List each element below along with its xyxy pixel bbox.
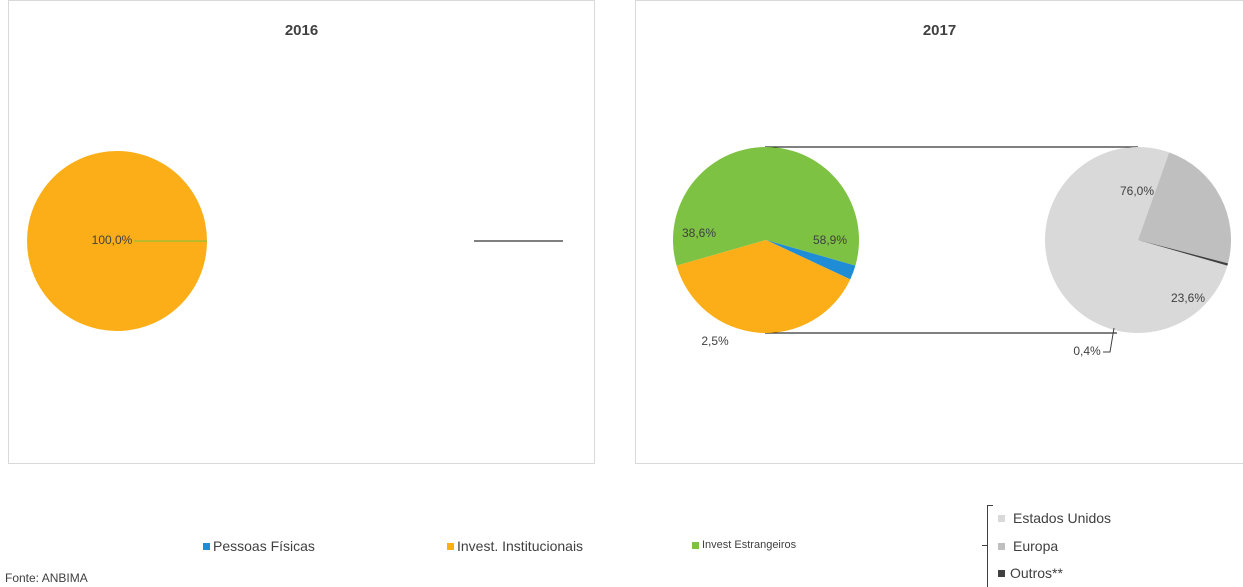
pie-2016-slice-invest-institucionais <box>27 151 207 331</box>
legend-label: Outros** <box>1010 565 1063 581</box>
data-label-2017-invest-institucionais: 38,6% <box>682 226 716 240</box>
legend-item-pessoas-fisicas: Pessoas Físicas <box>203 538 315 554</box>
legend-swatch <box>998 569 1005 577</box>
data-label-breakdown-europa: 23,6% <box>1171 291 1205 305</box>
legend-item-invest-estrangeiros: Invest Estrangeiros <box>692 539 796 551</box>
data-label-breakdown-estados-unidos: 76,0% <box>1120 184 1154 198</box>
legend-swatch <box>447 542 454 550</box>
legend-item-estados-unidos: Estados Unidos <box>998 510 1111 526</box>
pie-2017-slice-pessoas-fisicas <box>766 240 856 280</box>
legend-label: Estados Unidos <box>1013 510 1112 526</box>
breakdown-legend-bracket-tick <box>982 545 988 546</box>
chart-title-2016: 2016 <box>284 22 319 39</box>
source-note: Fonte: ANBIMA <box>5 571 88 585</box>
legend-swatch <box>692 541 699 549</box>
data-label-2017-invest-estrangeiros: 58,9% <box>813 233 847 247</box>
chart-title-2017: 2017 <box>922 22 957 39</box>
data-label-2016-invest-institucionais: 100,0% <box>92 233 133 247</box>
pie-breakdown-slice-estados-unidos <box>1045 147 1228 333</box>
data-label-breakdown-outros: 0,4% <box>1073 344 1101 358</box>
data-label-2017-pessoas-fisicas: 2,5% <box>701 334 729 348</box>
legend-swatch <box>998 514 1005 522</box>
legend-item-europa: Europa <box>998 538 1058 554</box>
legend-label: Invest. Institucionais <box>457 538 584 554</box>
legend-label: Europa <box>1013 538 1059 554</box>
pie-2017-slice-invest-estrangeiros <box>672 146 859 266</box>
legend-item-outros: Outros** <box>998 565 1063 581</box>
breakdown-legend-bracket <box>987 505 993 587</box>
pie-charts: 100,0% 58,9% 38,6% 2,5% 76,0% 23,6% 0,4% <box>27 146 1231 358</box>
leader-line-breakdown-outros <box>1103 327 1115 353</box>
legend-item-invest-institucionais: Invest. Institucionais <box>447 538 583 554</box>
pie-2017-slice-invest-institucionais <box>676 240 851 333</box>
legend-swatch <box>998 542 1005 550</box>
pie-breakdown-slice-europa <box>1138 152 1231 264</box>
legend-swatch <box>203 542 210 550</box>
pie-breakdown-slice-outros <box>1138 240 1229 266</box>
legend-label: Pessoas Físicas <box>213 538 315 554</box>
legend-label: Invest Estrangeiros <box>702 539 797 551</box>
